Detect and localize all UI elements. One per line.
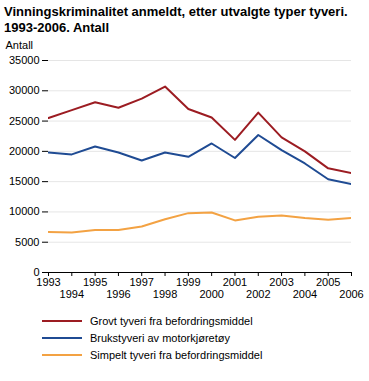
- svg-text:2001: 2001: [223, 276, 247, 288]
- svg-text:10000: 10000: [9, 205, 40, 217]
- svg-text:25000: 25000: [9, 115, 40, 127]
- svg-text:35000: 35000: [9, 54, 40, 66]
- svg-text:5000: 5000: [15, 236, 39, 248]
- svg-text:1996: 1996: [106, 288, 130, 300]
- svg-text:2003: 2003: [269, 276, 293, 288]
- svg-text:Antall: Antall: [6, 39, 34, 51]
- svg-text:1997: 1997: [129, 276, 153, 288]
- svg-text:20000: 20000: [9, 145, 40, 157]
- svg-text:1994: 1994: [60, 288, 84, 300]
- svg-text:2004: 2004: [293, 288, 317, 300]
- html-text:Simpelt tyveri fra befordrings: Simpelt tyveri fra befordringsmiddel: [90, 348, 263, 361]
- svg-text:1995: 1995: [83, 276, 107, 288]
- svg-text:2005: 2005: [316, 276, 340, 288]
- svg-text:1993: 1993: [36, 276, 60, 288]
- svg-text:2000: 2000: [199, 288, 223, 300]
- svg-text:2002: 2002: [246, 288, 270, 300]
- svg-text:0: 0: [33, 266, 40, 278]
- svg-text:2006: 2006: [339, 288, 363, 300]
- html-text:Vinningskriminalitet anmeldt,: Vinningskriminalitet anmeldt, etter utva…: [4, 4, 348, 35]
- svg-text:1998: 1998: [153, 288, 177, 300]
- svg-text:30000: 30000: [9, 84, 40, 96]
- html-text:Brukstyveri av motorkjøretøy: Brukstyveri av motorkjøretøy: [90, 331, 230, 344]
- svg-text:1999: 1999: [176, 276, 200, 288]
- svg-text:15000: 15000: [9, 175, 40, 187]
- html-text:Grovt tyveri fra befordringsmi: Grovt tyveri fra befordringsmiddel: [90, 314, 253, 327]
